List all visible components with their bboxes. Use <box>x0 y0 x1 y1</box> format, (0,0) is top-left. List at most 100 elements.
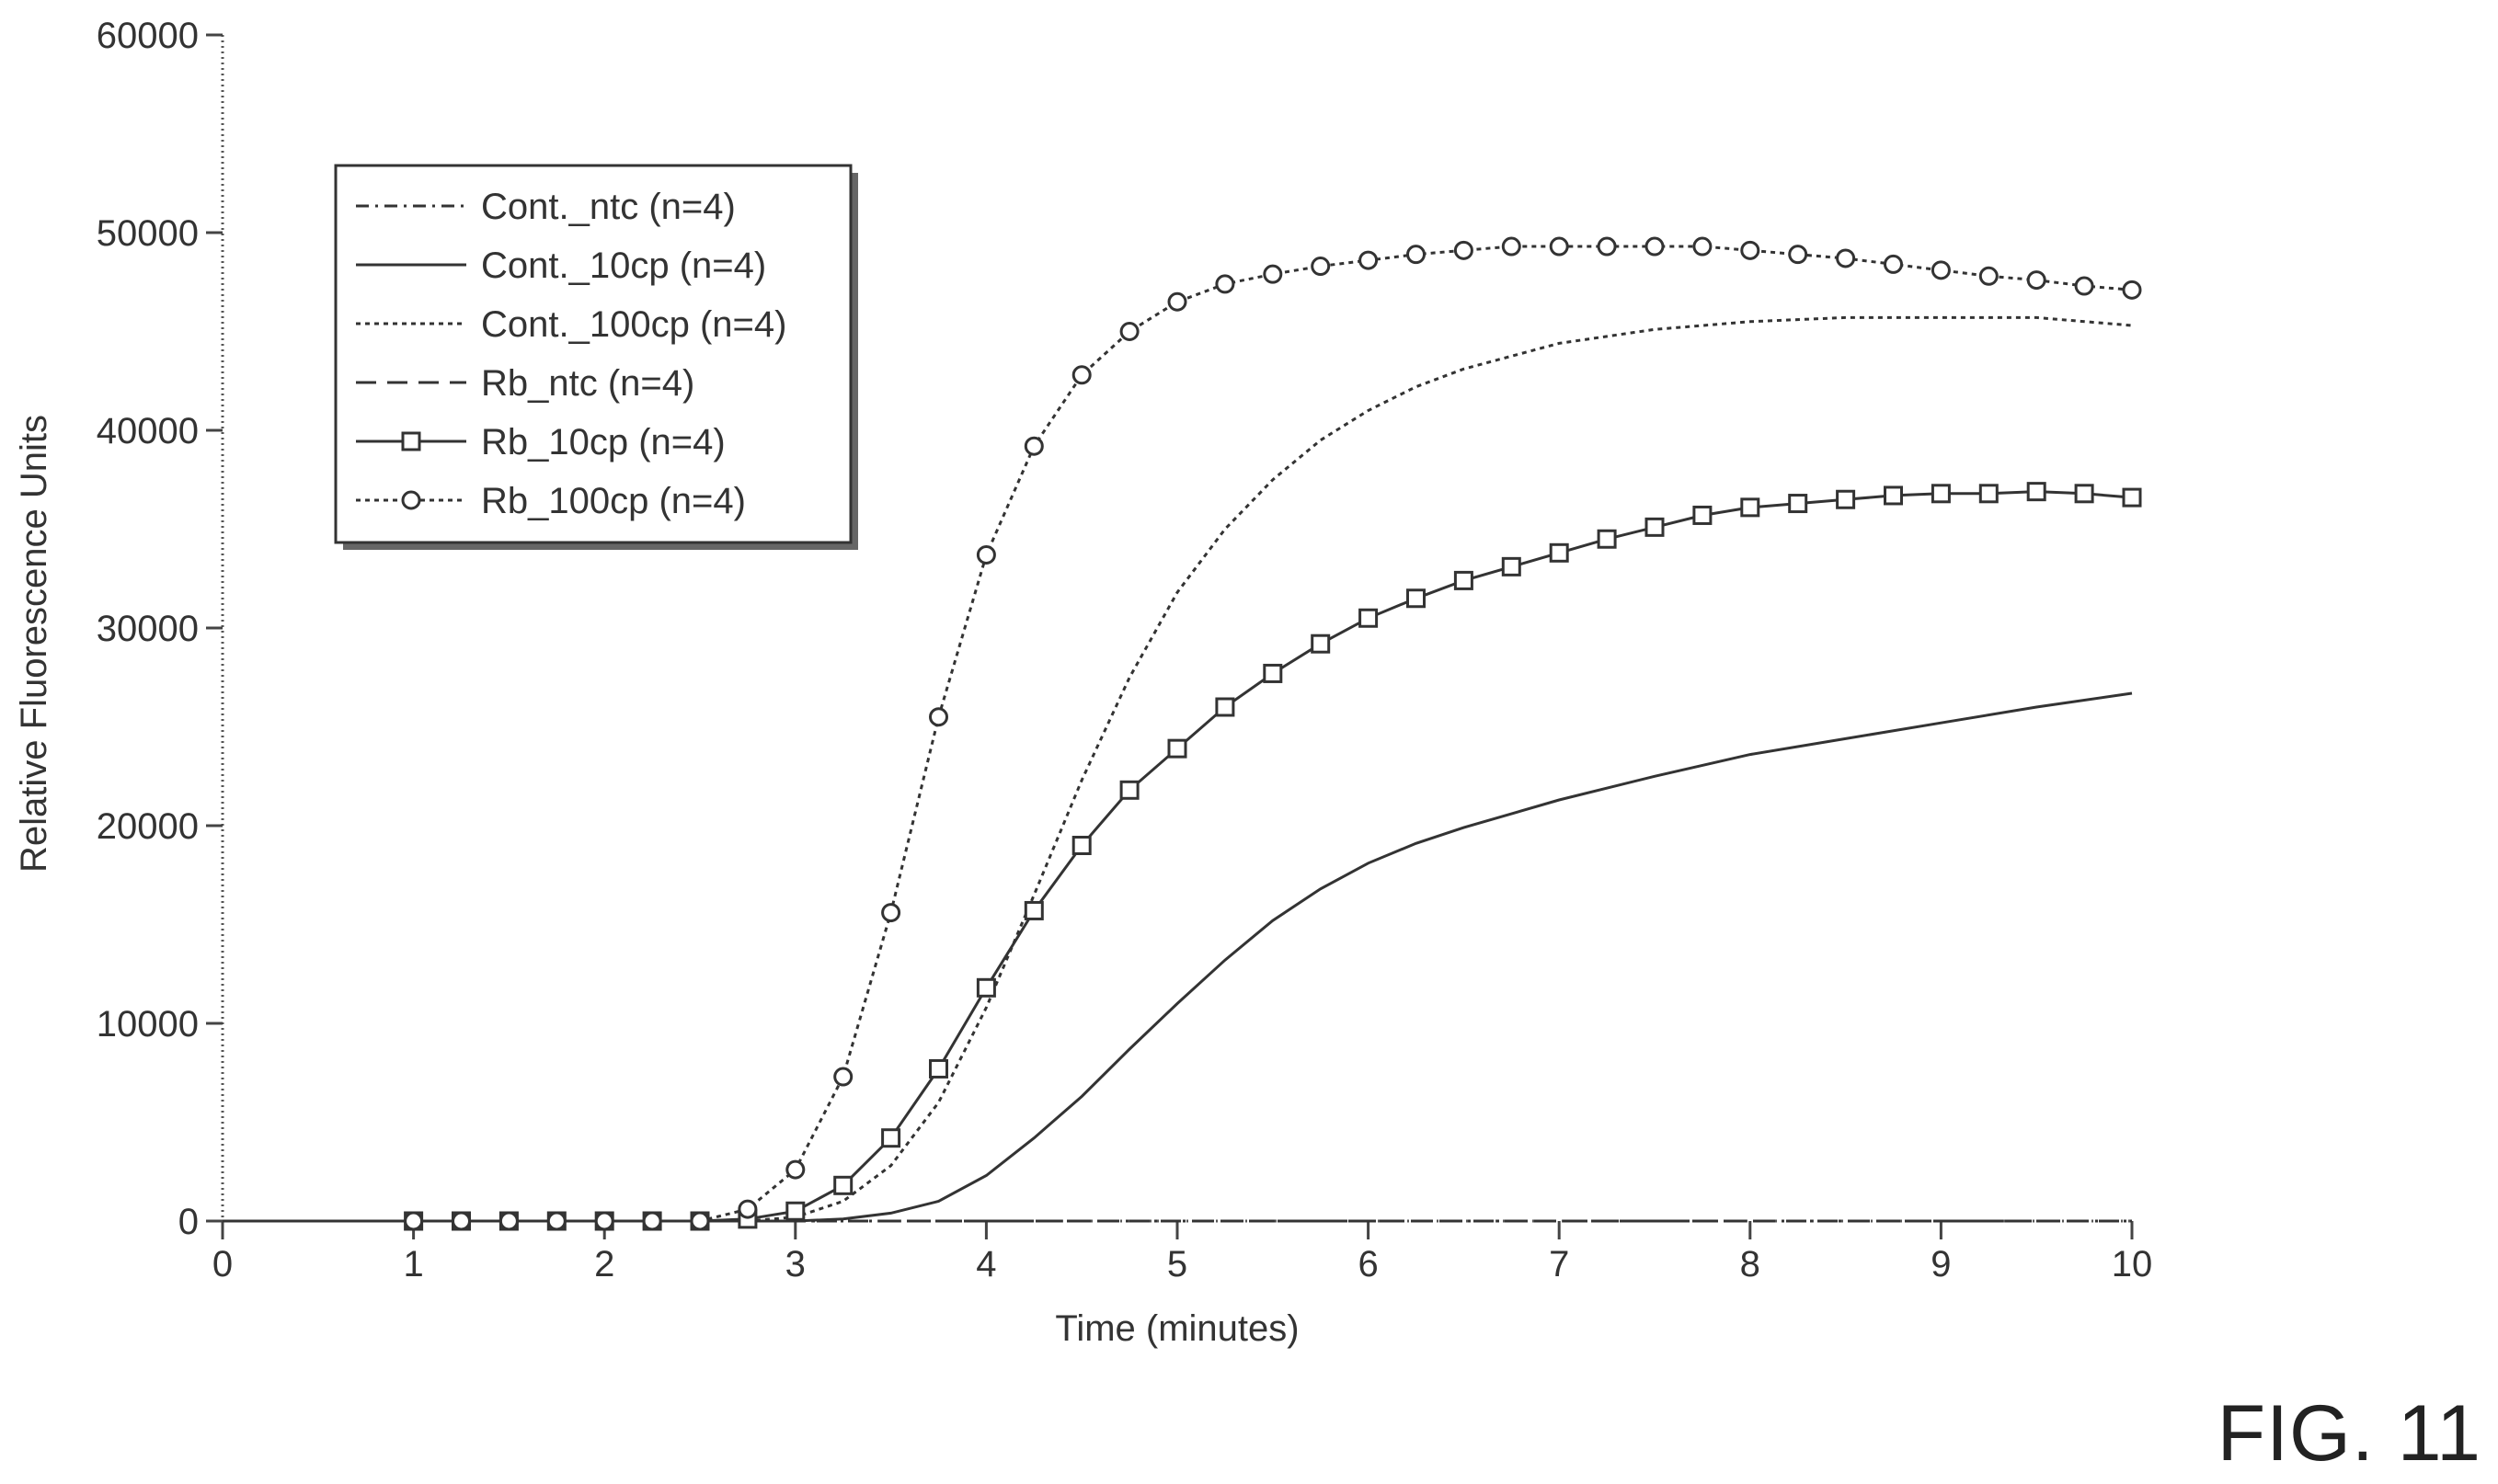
data-point-circle <box>881 903 901 923</box>
data-point-circle <box>1884 254 1903 274</box>
y-tick-label: 30000 <box>97 609 199 649</box>
data-point-square <box>1978 484 1999 504</box>
data-point-circle <box>1978 266 1999 286</box>
data-point-square <box>1263 663 1283 683</box>
data-point-circle <box>594 1211 614 1231</box>
series-line <box>223 691 2133 1223</box>
data-point-circle <box>1263 264 1283 284</box>
data-point-square <box>1071 836 1092 855</box>
x-tick-label: 10 <box>2112 1244 2153 1284</box>
legend-label: Rb_10cp (n=4) <box>481 422 726 462</box>
data-point-square <box>929 1058 948 1079</box>
x-tick-label: 9 <box>1931 1244 1951 1284</box>
legend-box <box>334 164 853 544</box>
data-point-square <box>1215 697 1235 717</box>
x-axis-label: Time (minutes) <box>1055 1308 1299 1349</box>
data-point-square <box>1311 634 1331 654</box>
data-point-square <box>881 1128 901 1148</box>
data-point-circle <box>1311 257 1331 277</box>
y-tick-label: 10000 <box>97 1004 199 1045</box>
data-point-circle <box>1358 250 1379 270</box>
x-tick-label: 7 <box>1549 1244 1569 1284</box>
chart-axes: 0 10000 20000 30000 40000 50000 60000 0 1 2 3 4 5 6 7 8… <box>97 16 2152 1284</box>
chart-legend: Cont._ntc (n=4) Cont._10cp (n=4) Cont._100… <box>334 164 858 550</box>
data-point-square <box>1644 517 1665 537</box>
x-tick-label: 4 <box>976 1244 996 1284</box>
series-1 <box>223 691 2133 1223</box>
data-point-square <box>976 977 996 998</box>
series-5 <box>404 236 2142 1231</box>
data-point-circle <box>642 1211 662 1231</box>
x-tick-label: 0 <box>212 1244 233 1284</box>
data-point-circle <box>929 707 948 727</box>
data-point-circle <box>1597 236 1617 257</box>
data-point-circle <box>2074 276 2094 296</box>
data-point-square <box>1740 497 1760 518</box>
data-point-circle <box>738 1199 758 1219</box>
data-point-square <box>1884 485 1903 506</box>
legend-label: Cont._10cp (n=4) <box>481 245 766 286</box>
data-point-square <box>2074 484 2094 504</box>
data-point-circle <box>1931 260 1951 280</box>
data-point-square <box>785 1201 806 1221</box>
data-point-square <box>1692 505 1713 525</box>
data-point-square <box>1931 484 1951 504</box>
legend-marker-square <box>401 431 421 451</box>
legend-label: Cont._100cp (n=4) <box>481 304 786 345</box>
data-point-circle <box>1453 240 1473 260</box>
series-4 <box>404 482 2142 1231</box>
data-point-square <box>1549 542 1569 563</box>
data-point-circle <box>1740 240 1760 260</box>
x-tick-label: 2 <box>594 1244 614 1284</box>
data-point-circle <box>2026 270 2046 291</box>
data-point-circle <box>452 1211 471 1231</box>
data-point-square <box>1024 900 1044 920</box>
data-point-square <box>1358 608 1379 628</box>
data-point-circle <box>404 1211 424 1231</box>
data-point-square <box>2122 487 2142 508</box>
legend-label: Rb_ntc (n=4) <box>481 363 694 404</box>
data-point-square <box>1788 494 1808 514</box>
data-point-circle <box>1119 322 1140 341</box>
data-point-square <box>1836 489 1856 509</box>
data-point-square <box>1406 588 1426 609</box>
x-tick-label: 6 <box>1358 1244 1378 1284</box>
legend-label: Cont._ntc (n=4) <box>481 187 736 227</box>
data-point-circle <box>1215 274 1235 294</box>
data-point-circle <box>2122 280 2142 300</box>
data-point-circle <box>1024 436 1044 456</box>
x-tick-label: 5 <box>1167 1244 1187 1284</box>
legend-marker-circle <box>401 490 421 510</box>
data-point-square <box>2026 482 2046 502</box>
data-point-circle <box>1644 236 1665 257</box>
x-tick-label: 1 <box>403 1244 423 1284</box>
data-point-square <box>1167 738 1187 759</box>
data-point-circle <box>546 1211 567 1231</box>
data-point-square <box>1453 570 1473 590</box>
data-point-circle <box>690 1211 710 1231</box>
data-point-circle <box>1167 291 1187 312</box>
data-point-circle <box>1788 245 1808 265</box>
chart-series <box>223 236 2142 1231</box>
data-point-square <box>1501 556 1521 576</box>
y-tick-label: 50000 <box>97 213 199 254</box>
series-line <box>413 490 2133 1223</box>
data-point-circle <box>1692 236 1713 257</box>
data-point-circle <box>1071 365 1092 385</box>
data-point-circle <box>1549 236 1569 257</box>
data-point-circle <box>976 544 996 565</box>
y-tick-label: 40000 <box>97 411 199 451</box>
y-tick-label: 20000 <box>97 806 199 847</box>
x-tick-label: 8 <box>1740 1244 1760 1284</box>
x-tick-label: 3 <box>785 1244 806 1284</box>
y-tick-label: 60000 <box>97 16 199 56</box>
legend-label: Rb_100cp (n=4) <box>481 481 746 521</box>
data-point-square <box>833 1175 854 1195</box>
data-point-circle <box>833 1067 854 1087</box>
data-point-circle <box>1406 245 1426 265</box>
y-axis-label: Relative Fluorescence Units <box>14 415 54 873</box>
data-point-circle <box>785 1159 806 1180</box>
data-point-square <box>1119 780 1140 800</box>
data-point-circle <box>1501 236 1521 257</box>
